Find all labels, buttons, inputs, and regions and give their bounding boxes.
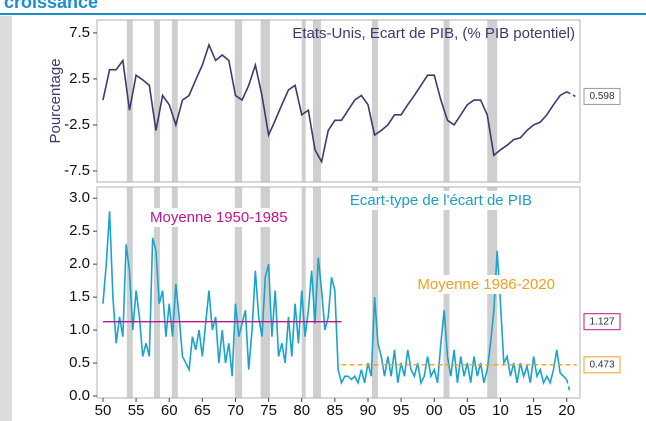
recession-band [371, 187, 378, 398]
recession-band [126, 20, 133, 182]
recession-band [153, 20, 160, 182]
x-tick-label: 20 [558, 402, 575, 419]
end-label-box [583, 87, 621, 105]
mean-label: Moyenne 1950-1985 [150, 209, 288, 226]
mean-label-bg [415, 274, 557, 294]
x-tick-label: 55 [128, 402, 145, 419]
y-tick-label: 2.5 [69, 70, 90, 87]
end-label: 0.473 [589, 359, 614, 370]
data-line [102, 42, 568, 165]
page-title: croissance [4, 0, 98, 12]
x-tick-label: 85 [327, 402, 344, 419]
x-tick-label: 60 [161, 402, 178, 419]
recession-band [312, 20, 321, 182]
y-tick-label: 0.0 [69, 387, 90, 404]
recession-band [260, 20, 270, 182]
recession-band [234, 20, 243, 182]
end-label-box [583, 356, 621, 374]
x-tick-label: 05 [459, 402, 476, 419]
y-tick-label: 3.0 [69, 189, 90, 206]
end-label-box [583, 313, 621, 331]
x-tick-label: 00 [426, 402, 443, 419]
mean-label-bg [148, 207, 290, 227]
x-tick-label: 65 [194, 402, 211, 419]
annotation: Ecart-type de l'écart de PIB [350, 192, 532, 209]
recession-band [153, 187, 160, 398]
y-axis-label: Pourcentage [47, 58, 64, 143]
annotation: Etats-Unis, Ecart de PIB, (% PIB potenti… [292, 25, 575, 42]
side-strip [0, 16, 12, 421]
recession-band [126, 187, 133, 398]
x-tick-label: 50 [95, 402, 112, 419]
y-tick-label: 1.0 [69, 321, 90, 338]
data-line [102, 211, 568, 386]
recession-band [234, 187, 243, 398]
y-tick-label: -2.5 [64, 116, 90, 133]
x-tick-label: 95 [393, 402, 410, 419]
y-tick-label: -7.5 [64, 162, 90, 179]
recession-band [301, 20, 306, 182]
recession-band [487, 20, 498, 182]
recession-band [171, 20, 178, 182]
end-label: 0.598 [589, 91, 614, 102]
x-tick-label: 80 [293, 402, 310, 419]
plot-frame [96, 19, 581, 183]
x-tick-label: 70 [227, 402, 244, 419]
annotation-bg [347, 190, 534, 210]
y-tick-label: 2.0 [69, 255, 90, 272]
x-tick-label: 15 [525, 402, 542, 419]
end-label: 1.127 [589, 316, 614, 327]
y-tick-label: 2.5 [69, 222, 90, 239]
projection-line [566, 91, 576, 98]
recession-band [443, 20, 450, 182]
y-tick-label: 0.5 [69, 354, 90, 371]
recession-band [371, 20, 378, 182]
x-tick-label: 75 [260, 402, 277, 419]
y-tick-label: 1.5 [69, 288, 90, 305]
recession-band [301, 187, 306, 398]
recession-band [260, 187, 270, 398]
x-tick-label: 90 [360, 402, 377, 419]
plot-frame [96, 186, 581, 399]
mean-label: Moyenne 1986-2020 [417, 276, 555, 293]
y-tick-label: 7.5 [69, 24, 90, 41]
x-tick-label: 10 [492, 402, 509, 419]
projection-line [565, 379, 571, 393]
